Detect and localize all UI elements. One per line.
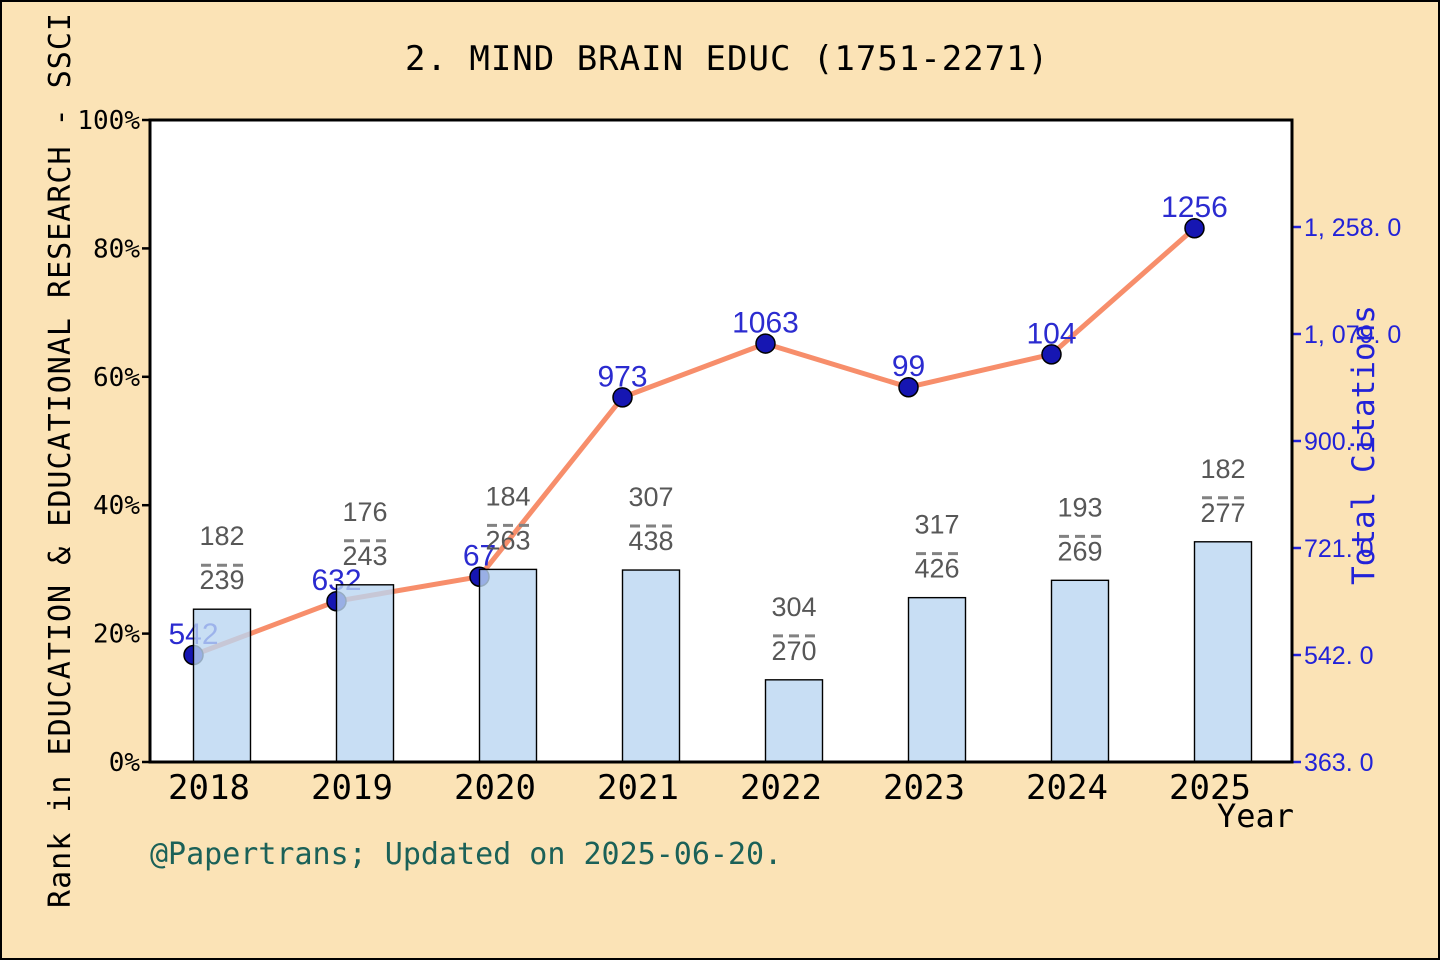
line-point-2024 xyxy=(1041,344,1062,365)
fraction-denominator-2021: 438 xyxy=(628,526,673,556)
left-tick-label: 60% xyxy=(93,363,140,393)
line-point-2023 xyxy=(898,376,919,398)
right-tick-label: 542. 0 xyxy=(1304,642,1374,670)
fraction-numerator-2018: 182 xyxy=(199,521,244,551)
bar-2019 xyxy=(335,584,395,763)
point-label-2022: 1063 xyxy=(732,307,799,340)
fraction-numerator-2025: 182 xyxy=(1200,454,1245,484)
point-label-2024: 104 xyxy=(1026,317,1076,350)
point-label-2021: 973 xyxy=(597,360,647,393)
x-tick-label-2025: 2025 xyxy=(1169,768,1251,808)
point-label-2023: 99 xyxy=(892,350,925,383)
line-point-2021 xyxy=(612,387,633,408)
fraction-denominator-2018: 239 xyxy=(199,565,244,595)
left-tick-label: 40% xyxy=(93,491,140,521)
left-tick-label: 80% xyxy=(93,234,140,264)
right-tick-label: 721. 0 xyxy=(1304,535,1374,563)
right-axis-title: Total Citations xyxy=(1346,305,1382,585)
bar-2023 xyxy=(907,596,967,763)
plot-area xyxy=(150,120,1292,762)
point-label-2020: 67 xyxy=(463,540,496,573)
chart-title: 2. MIND BRAIN EDUC (1751-2271) xyxy=(405,39,1049,79)
bar-2021 xyxy=(621,569,681,763)
fraction-numerator-2020: 184 xyxy=(485,481,530,511)
x-tick-label-2021: 2021 xyxy=(597,768,679,808)
right-tick-label: 1, 079. 0 xyxy=(1304,321,1401,349)
x-tick-label-2024: 2024 xyxy=(1026,768,1108,808)
fraction-denominator-2023: 426 xyxy=(914,554,959,584)
right-tick-label: 900. 0 xyxy=(1304,428,1374,456)
fraction-denominator-2024: 269 xyxy=(1057,536,1102,566)
x-tick-label-2023: 2023 xyxy=(883,768,965,808)
bar-2025 xyxy=(1193,541,1253,763)
x-tick-label-2019: 2019 xyxy=(311,768,393,808)
plot-frame xyxy=(148,118,1294,764)
fraction-numerator-2022: 304 xyxy=(771,592,816,622)
bar-2018 xyxy=(192,608,252,763)
left-tick-label: 0% xyxy=(109,748,141,778)
x-tick-label-2018: 2018 xyxy=(168,768,250,808)
fraction-numerator-2019: 176 xyxy=(342,497,387,527)
bar-2024 xyxy=(1050,579,1110,763)
fraction-denominator-2025: 277 xyxy=(1200,498,1245,528)
bar-2022 xyxy=(764,679,824,763)
fraction-denominator-2020: 263 xyxy=(485,525,530,555)
left-axis-title: Rank in EDUCATION & EDUCATIONAL RESEARCH… xyxy=(43,12,78,908)
fraction-numerator-2024: 193 xyxy=(1057,492,1102,522)
fraction-denominator-2019: 243 xyxy=(342,541,387,571)
watermark-footer: @Papertrans; Updated on 2025-06-20. xyxy=(150,837,782,872)
x-tick-label-2022: 2022 xyxy=(740,768,822,808)
line-point-2025 xyxy=(1184,217,1205,239)
fraction-denominator-2022: 270 xyxy=(771,636,816,666)
bar-2020 xyxy=(478,568,538,763)
x-axis-title: Year xyxy=(1217,797,1294,835)
x-tick-label-2020: 2020 xyxy=(454,768,536,808)
fraction-numerator-2021: 307 xyxy=(628,482,673,512)
left-tick-label: 100% xyxy=(77,106,140,136)
left-tick-label: 20% xyxy=(93,620,140,650)
right-tick-label: 363. 0 xyxy=(1304,749,1374,777)
line-point-2022 xyxy=(755,333,776,354)
right-tick-label: 1, 258. 0 xyxy=(1304,214,1401,242)
fraction-numerator-2023: 317 xyxy=(914,510,959,540)
point-label-2025: 1256 xyxy=(1161,191,1228,224)
